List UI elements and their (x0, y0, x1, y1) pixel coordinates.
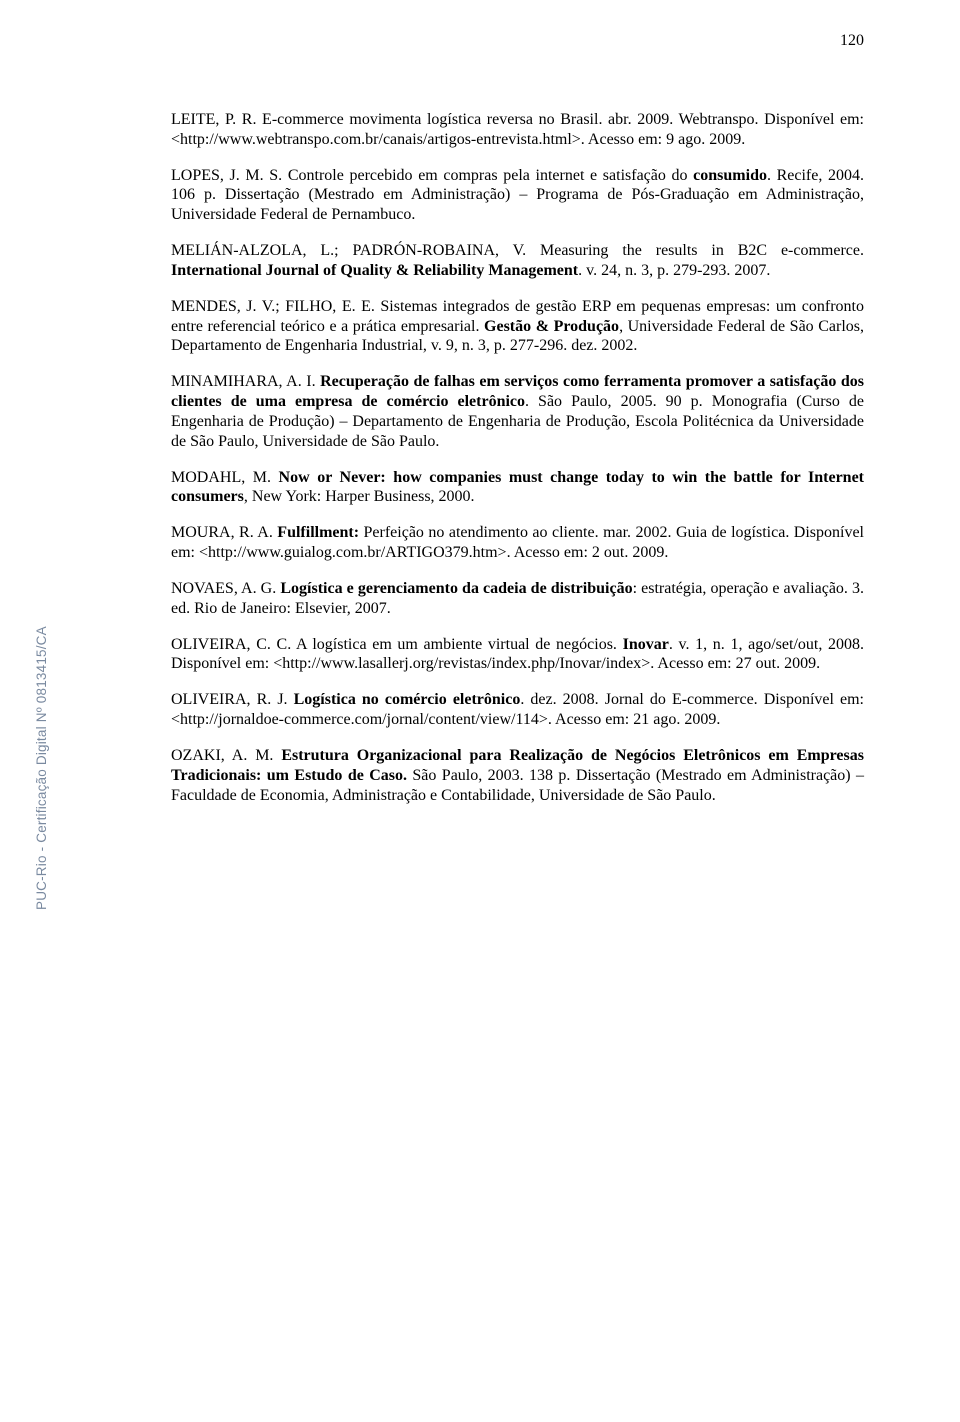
ref-modahl: MODAHL, M. Now or Never: how companies m… (171, 468, 864, 508)
ref-text: LOPES, J. M. S. Controle percebido em co… (171, 167, 693, 184)
ref-title: Inovar (623, 636, 669, 653)
ref-leite: LEITE, P. R. E-commerce movimenta logíst… (171, 110, 864, 150)
ref-text: NOVAES, A. G. (171, 580, 280, 597)
ref-oliveira-cc: OLIVEIRA, C. C. A logística em um ambien… (171, 635, 864, 675)
ref-title: consumido (693, 167, 767, 184)
ref-text: . v. 24, n. 3, p. 279-293. 2007. (578, 262, 770, 279)
ref-text: OLIVEIRA, C. C. A logística em um ambien… (171, 636, 623, 653)
ref-lopes: LOPES, J. M. S. Controle percebido em co… (171, 166, 864, 225)
references-content: LEITE, P. R. E-commerce movimenta logíst… (171, 110, 864, 821)
ref-melian: MELIÁN-ALZOLA, L.; PADRÓN-ROBAINA, V. Me… (171, 241, 864, 281)
ref-text: MINAMIHARA, A. I. (171, 373, 320, 390)
ref-novaes: NOVAES, A. G. Logística e gerenciamento … (171, 579, 864, 619)
ref-text: , New York: Harper Business, 2000. (244, 488, 475, 505)
ref-title: Gestão & Produção (484, 318, 619, 335)
ref-title: International Journal of Quality & Relia… (171, 262, 578, 279)
ref-oliveira-rj: OLIVEIRA, R. J. Logística no comércio el… (171, 690, 864, 730)
ref-text: MELIÁN-ALZOLA, L.; PADRÓN-ROBAINA, V. Me… (171, 242, 864, 259)
ref-title: Fulfillment: (277, 524, 359, 541)
ref-text: OZAKI, A. M. (171, 747, 281, 764)
ref-mendes: MENDES, J. V.; FILHO, E. E. Sistemas int… (171, 297, 864, 356)
ref-title: Logística e gerenciamento da cadeia de d… (280, 580, 632, 597)
certification-label: PUC-Rio - Certificação Digital Nº 081341… (34, 626, 49, 910)
ref-text: MODAHL, M. (171, 469, 279, 486)
ref-minamihara: MINAMIHARA, A. I. Recuperação de falhas … (171, 372, 864, 451)
ref-moura: MOURA, R. A. Fulfillment: Perfeição no a… (171, 523, 864, 563)
ref-ozaki: OZAKI, A. M. Estrutura Organizacional pa… (171, 746, 864, 805)
ref-title: Logística no comércio eletrônico (294, 691, 521, 708)
ref-text: OLIVEIRA, R. J. (171, 691, 294, 708)
ref-text: MOURA, R. A. (171, 524, 277, 541)
page-number: 120 (840, 32, 864, 50)
